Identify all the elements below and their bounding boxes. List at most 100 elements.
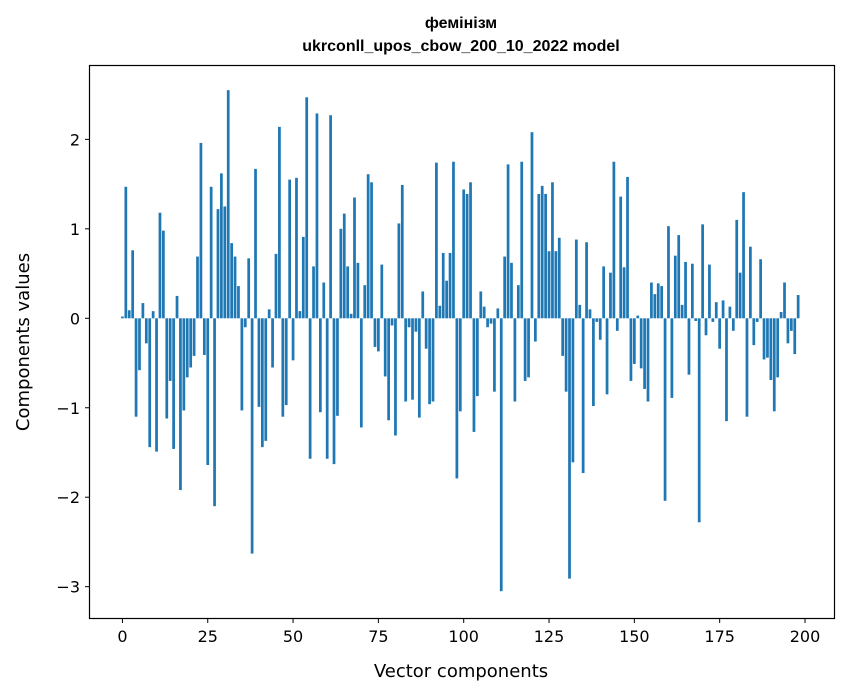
bar	[274, 253, 278, 319]
bar	[796, 295, 800, 319]
bar	[527, 318, 530, 378]
bar	[168, 318, 172, 381]
bar	[595, 318, 599, 322]
bar	[387, 318, 390, 421]
bar	[523, 318, 527, 381]
bar	[363, 285, 367, 319]
x-tick-label: 50	[283, 627, 303, 646]
bar	[544, 193, 547, 319]
bar	[783, 282, 786, 319]
y-tick-label: −2	[56, 488, 80, 507]
bar	[745, 318, 749, 417]
bar	[271, 318, 274, 368]
y-tick-label: −3	[56, 578, 80, 597]
bar	[769, 318, 773, 381]
bar	[673, 255, 677, 319]
bar	[404, 318, 408, 402]
bar	[684, 261, 687, 319]
bar	[346, 266, 350, 319]
bar	[213, 318, 216, 507]
bar	[138, 318, 141, 371]
y-tick-label: 2	[70, 130, 80, 149]
bar	[551, 182, 554, 319]
bar	[305, 97, 309, 319]
bar	[738, 272, 742, 319]
bar	[656, 283, 660, 319]
bar	[646, 318, 650, 402]
bar	[298, 311, 302, 319]
bar	[158, 212, 162, 319]
bar	[667, 226, 670, 319]
bar	[165, 318, 169, 419]
bar	[714, 302, 718, 319]
bar	[301, 236, 305, 319]
bar	[622, 267, 626, 319]
bar	[233, 256, 237, 319]
bar	[291, 318, 295, 361]
x-tick-label: 75	[368, 627, 388, 646]
bar	[134, 318, 138, 417]
bar	[417, 318, 421, 418]
bars-layer	[121, 90, 800, 592]
bar	[479, 291, 483, 319]
bar	[254, 168, 257, 319]
x-axis-label: Vector components	[374, 661, 548, 682]
bar	[568, 318, 571, 579]
y-axis-label: Components values	[13, 253, 34, 431]
bar	[445, 280, 449, 319]
bar	[192, 318, 196, 356]
bar	[202, 318, 206, 355]
bar	[332, 318, 336, 465]
bar	[540, 185, 544, 319]
bar	[373, 318, 377, 347]
bar	[650, 282, 653, 319]
x-axis: 0 25 50 75 100 125 150 175 200	[117, 618, 820, 646]
bar	[503, 256, 507, 319]
y-axis: −3 −2 −1 0 1 2	[56, 130, 90, 597]
bar	[482, 306, 486, 319]
bar	[438, 305, 442, 319]
bar	[144, 318, 148, 344]
bar	[414, 318, 418, 332]
bar	[588, 309, 592, 319]
bar	[257, 318, 261, 407]
bar	[489, 318, 493, 324]
bar	[308, 318, 312, 459]
bar	[759, 259, 762, 319]
bar	[557, 237, 561, 319]
bar	[742, 192, 745, 319]
bar	[677, 235, 681, 319]
bar	[230, 243, 233, 319]
bar	[400, 184, 404, 319]
x-tick-label: 175	[704, 627, 735, 646]
bar	[718, 318, 722, 349]
bar	[486, 318, 489, 328]
bar	[632, 318, 636, 364]
bar	[469, 182, 472, 319]
bar	[124, 186, 128, 319]
bar	[789, 318, 793, 331]
bar	[370, 182, 373, 319]
bar	[697, 318, 701, 523]
bar	[598, 318, 602, 340]
bar	[725, 318, 728, 422]
bar	[428, 318, 431, 405]
bar	[735, 219, 739, 319]
bar	[506, 164, 510, 319]
bar	[786, 318, 790, 344]
bar	[721, 300, 725, 319]
bar	[162, 230, 165, 319]
bar	[127, 310, 131, 319]
bar	[704, 318, 708, 336]
bar	[462, 189, 466, 319]
x-tick-label: 0	[117, 627, 127, 646]
bar	[571, 318, 575, 463]
bar	[455, 318, 459, 479]
bar	[537, 193, 541, 319]
bar	[322, 282, 326, 319]
bar	[516, 285, 520, 319]
bar	[581, 318, 585, 474]
bar	[155, 318, 158, 452]
bar	[339, 228, 343, 319]
y-tick-label: 1	[70, 220, 80, 239]
